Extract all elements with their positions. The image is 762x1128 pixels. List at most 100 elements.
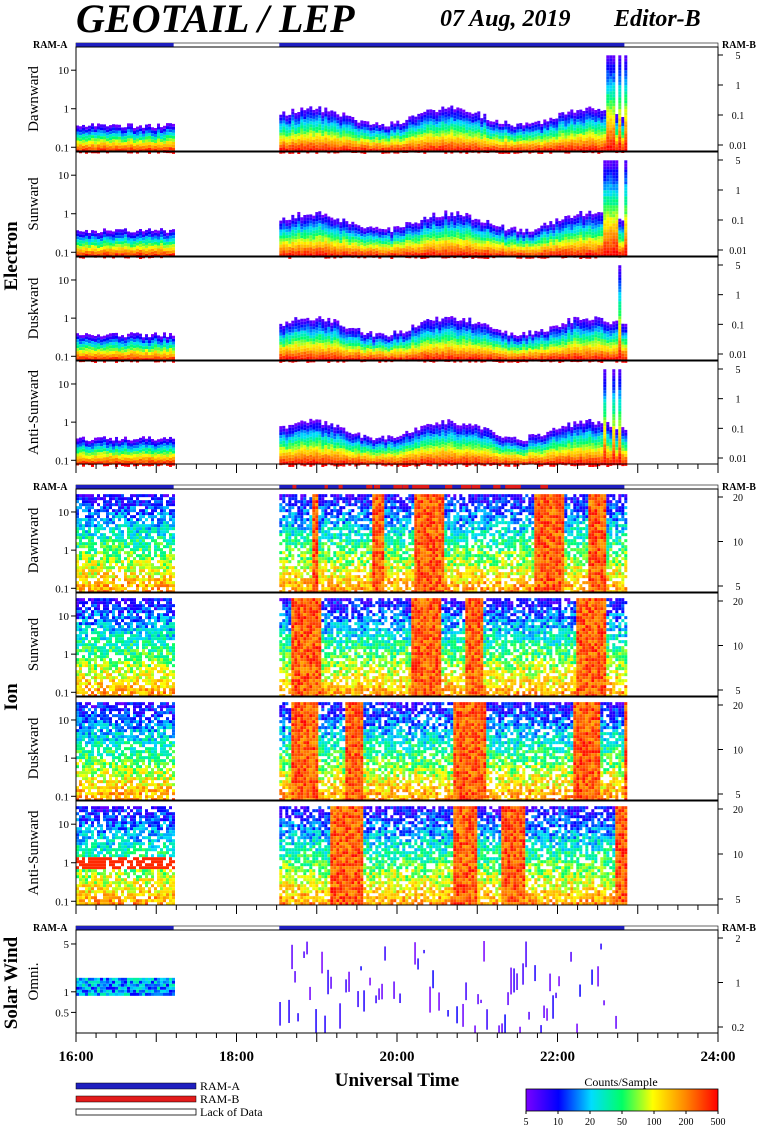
spectrogram-cell bbox=[408, 131, 411, 134]
spectrogram-cell bbox=[282, 227, 285, 230]
y-tick-label: 0.1 bbox=[55, 142, 69, 154]
spectrogram-cell bbox=[157, 243, 160, 246]
spectrogram-cell bbox=[327, 138, 330, 141]
spectrogram-cell bbox=[435, 136, 438, 139]
spectrogram-cell bbox=[609, 97, 612, 100]
spectrogram-cell bbox=[97, 248, 100, 251]
spectrogram-cell bbox=[546, 130, 549, 133]
spectrogram-cell bbox=[591, 114, 594, 117]
spectrogram-cell bbox=[453, 136, 456, 139]
spectrogram-cell bbox=[468, 121, 471, 124]
spectrogram-cell bbox=[462, 131, 465, 134]
spectrogram-cell bbox=[603, 146, 606, 149]
spectrogram-cell bbox=[166, 147, 169, 150]
spectrogram-cell bbox=[618, 145, 621, 148]
spectrogram-cell bbox=[591, 147, 594, 150]
spectrogram-cell bbox=[585, 129, 588, 132]
spectrogram-cell bbox=[435, 118, 438, 121]
spectrogram-cell bbox=[624, 121, 627, 124]
spectrogram-cell bbox=[387, 138, 390, 141]
spectrogram-cell bbox=[462, 116, 465, 119]
spectrogram-cell bbox=[106, 230, 109, 233]
spectrogram-cell bbox=[570, 139, 573, 142]
spectrogram-cell bbox=[582, 120, 585, 123]
spectrogram-cell bbox=[327, 117, 330, 120]
spectrogram-cell bbox=[151, 142, 154, 145]
spectrogram-cell bbox=[609, 136, 612, 139]
spectrogram-cell bbox=[339, 132, 342, 135]
spectrogram-cell bbox=[285, 137, 288, 140]
spectrogram-cell bbox=[145, 143, 148, 146]
spectrogram-cell bbox=[543, 143, 546, 146]
spectrogram-cell bbox=[100, 142, 103, 145]
spectrogram-cell bbox=[151, 243, 154, 246]
spectrogram-cell bbox=[282, 230, 285, 233]
spectrogram-cell bbox=[420, 122, 423, 125]
spectrogram-cell bbox=[558, 143, 561, 146]
spectrogram-cell bbox=[85, 239, 88, 242]
spectrogram-cell bbox=[447, 107, 450, 110]
spectrogram-cell bbox=[151, 237, 154, 240]
spectrogram-cell bbox=[130, 126, 133, 129]
spectrogram-cell bbox=[483, 144, 486, 147]
spectrogram-cell bbox=[82, 131, 85, 134]
spectrogram-cell bbox=[151, 246, 154, 249]
spectrogram-cell bbox=[130, 144, 133, 147]
spectrogram-cell bbox=[585, 114, 588, 117]
spectrogram-cell bbox=[594, 134, 597, 137]
spectrogram-cell bbox=[612, 109, 615, 112]
spectrogram-cell bbox=[169, 132, 172, 135]
spectrogram-cell bbox=[163, 233, 166, 236]
spectrogram-cell bbox=[447, 122, 450, 125]
spectrogram-cell bbox=[112, 243, 115, 246]
spectrogram-cell bbox=[306, 138, 309, 141]
spectrogram-cell bbox=[163, 248, 166, 251]
spectrogram-cell bbox=[354, 141, 357, 144]
spectrogram-cell bbox=[118, 146, 121, 149]
spectrogram-cell bbox=[148, 133, 151, 136]
spectrogram-cell bbox=[588, 137, 591, 140]
spectrogram-cell bbox=[115, 128, 118, 131]
spectrogram-cell bbox=[303, 143, 306, 146]
spectrogram-cell bbox=[121, 241, 124, 244]
spectrogram-cell bbox=[333, 121, 336, 124]
spectrogram-cell bbox=[474, 140, 477, 143]
spectrogram-cell bbox=[330, 119, 333, 122]
spectrogram-cell bbox=[561, 121, 564, 124]
spectrogram-cell bbox=[492, 131, 495, 134]
spectrogram-cell bbox=[321, 136, 324, 139]
spectrogram-cell bbox=[124, 240, 127, 243]
spectrogram-cell bbox=[309, 124, 312, 127]
spectrogram-cell bbox=[303, 137, 306, 140]
spectrogram-cell bbox=[330, 125, 333, 128]
spectrogram-cell bbox=[513, 142, 516, 145]
spectrogram-cell bbox=[288, 127, 291, 130]
spectrogram-cell bbox=[288, 142, 291, 145]
spectrogram-cell bbox=[354, 147, 357, 150]
spectrogram-cell bbox=[342, 133, 345, 136]
spectrogram-cell bbox=[429, 109, 432, 112]
spectrogram-cell bbox=[468, 133, 471, 136]
spectrogram-cell bbox=[597, 115, 600, 118]
spectrogram-cell bbox=[432, 110, 435, 113]
spectrogram-cell bbox=[612, 130, 615, 133]
spectrogram-cell bbox=[411, 118, 414, 121]
spectrogram-cell bbox=[597, 148, 600, 151]
spectrogram-cell bbox=[285, 220, 288, 223]
spectrogram-cell bbox=[151, 231, 154, 234]
spectrogram-cell bbox=[498, 133, 501, 136]
spectrogram-cell bbox=[450, 145, 453, 148]
spectrogram-cell bbox=[423, 136, 426, 139]
spectrogram-cell bbox=[603, 110, 606, 113]
y-tick-label-right: 0.1 bbox=[732, 111, 745, 122]
spectrogram-cell bbox=[88, 233, 91, 236]
spectrogram-cell bbox=[390, 139, 393, 142]
spectrogram-cell bbox=[106, 236, 109, 239]
spectrogram-cell bbox=[432, 140, 435, 143]
spectrogram-cell bbox=[615, 138, 618, 141]
spectrogram-cell bbox=[492, 122, 495, 125]
spectrogram-cell bbox=[315, 145, 318, 148]
spectrogram-cell bbox=[615, 129, 618, 132]
spectrogram-cell bbox=[399, 124, 402, 127]
spectrogram-cell bbox=[552, 119, 555, 122]
